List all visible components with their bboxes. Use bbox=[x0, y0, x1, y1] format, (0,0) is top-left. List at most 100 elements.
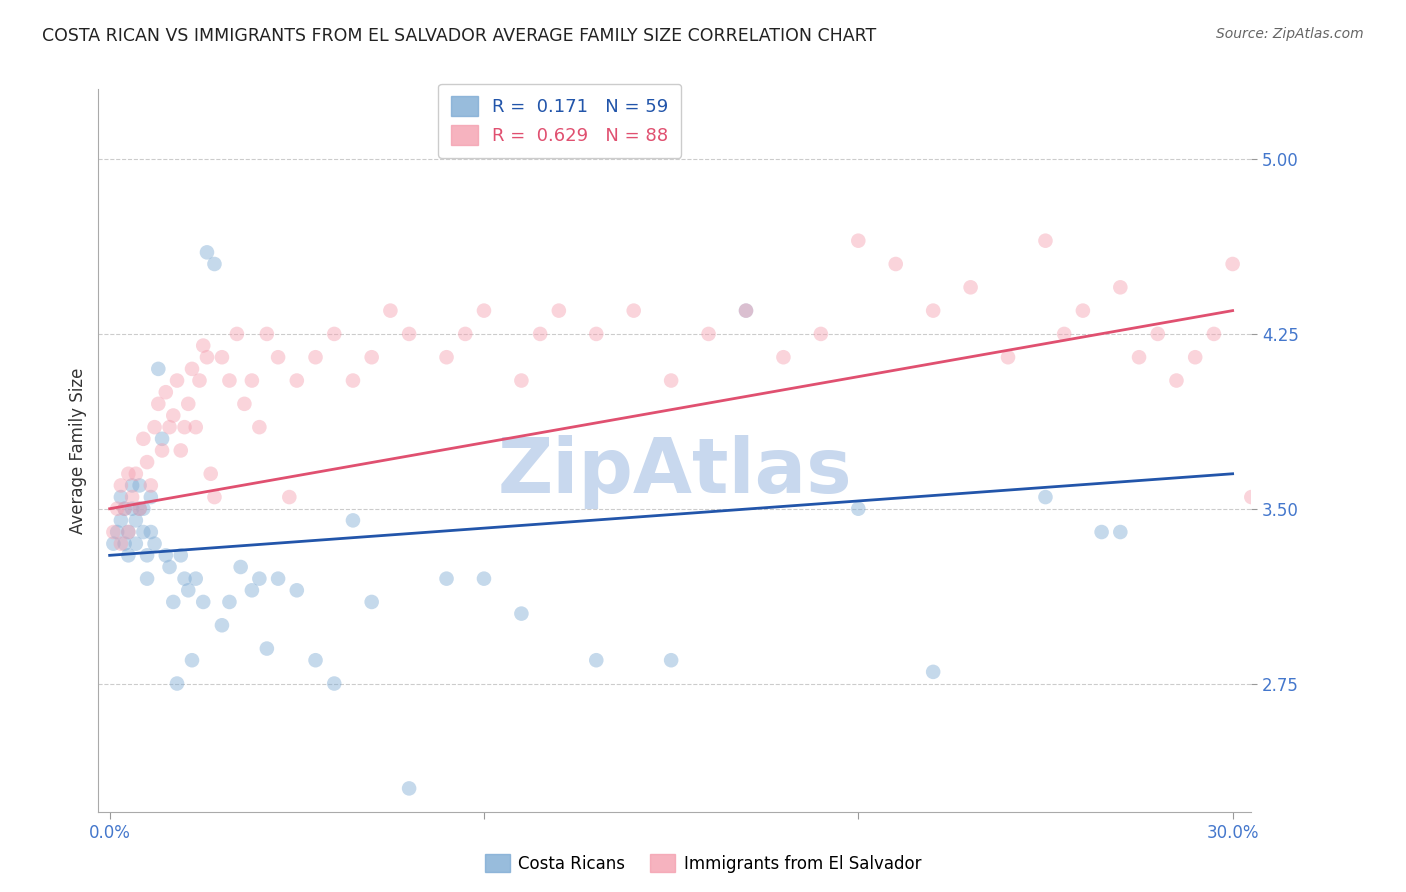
Point bbox=[846, 234, 869, 248]
Point bbox=[267, 572, 290, 586]
Text: COSTA RICAN VS IMMIGRANTS FROM EL SALVADOR AVERAGE FAMILY SIZE CORRELATION CHART: COSTA RICAN VS IMMIGRANTS FROM EL SALVAD… bbox=[42, 27, 876, 45]
Point bbox=[150, 443, 173, 458]
Point bbox=[143, 420, 166, 434]
Point bbox=[173, 572, 195, 586]
Point bbox=[1091, 524, 1114, 539]
Point bbox=[1128, 350, 1150, 364]
Point bbox=[1035, 490, 1057, 504]
Point bbox=[136, 572, 159, 586]
Point bbox=[170, 549, 193, 563]
Point bbox=[846, 501, 869, 516]
Point bbox=[159, 420, 181, 434]
Point bbox=[218, 374, 240, 388]
Point bbox=[278, 490, 301, 504]
Point bbox=[697, 326, 720, 341]
Point bbox=[184, 420, 207, 434]
Point bbox=[166, 676, 188, 690]
Point bbox=[1222, 257, 1244, 271]
Point bbox=[959, 280, 981, 294]
Point bbox=[136, 455, 159, 469]
Point bbox=[884, 257, 907, 271]
Point bbox=[139, 524, 162, 539]
Point bbox=[1278, 280, 1301, 294]
Point bbox=[125, 513, 148, 527]
Point bbox=[193, 595, 215, 609]
Point bbox=[1202, 326, 1225, 341]
Point bbox=[132, 501, 155, 516]
Point bbox=[226, 326, 249, 341]
Point bbox=[1334, 326, 1357, 341]
Point bbox=[810, 326, 832, 341]
Point bbox=[247, 420, 270, 434]
Point bbox=[510, 374, 533, 388]
Point bbox=[1296, 350, 1319, 364]
Point bbox=[510, 607, 533, 621]
Point bbox=[117, 549, 139, 563]
Point bbox=[211, 618, 233, 632]
Point bbox=[148, 397, 170, 411]
Point bbox=[155, 385, 177, 400]
Text: ZipAtlas: ZipAtlas bbox=[498, 435, 852, 509]
Point bbox=[342, 374, 364, 388]
Point bbox=[204, 257, 226, 271]
Point bbox=[170, 443, 193, 458]
Point bbox=[1109, 280, 1132, 294]
Point bbox=[659, 374, 682, 388]
Point bbox=[922, 665, 945, 679]
Point bbox=[204, 490, 226, 504]
Point bbox=[1109, 524, 1132, 539]
Point bbox=[323, 676, 346, 690]
Point bbox=[233, 397, 256, 411]
Point bbox=[1371, 280, 1393, 294]
Point bbox=[155, 549, 177, 563]
Text: Source: ZipAtlas.com: Source: ZipAtlas.com bbox=[1216, 27, 1364, 41]
Point bbox=[1315, 374, 1337, 388]
Point bbox=[436, 350, 458, 364]
Point bbox=[285, 583, 308, 598]
Point bbox=[256, 326, 278, 341]
Point bbox=[159, 560, 181, 574]
Point bbox=[148, 362, 170, 376]
Point bbox=[125, 537, 148, 551]
Point bbox=[110, 513, 132, 527]
Point bbox=[342, 513, 364, 527]
Point bbox=[139, 490, 162, 504]
Point bbox=[323, 326, 346, 341]
Legend: Costa Ricans, Immigrants from El Salvador: Costa Ricans, Immigrants from El Salvado… bbox=[478, 847, 928, 880]
Point bbox=[195, 245, 218, 260]
Point bbox=[472, 572, 495, 586]
Point bbox=[285, 374, 308, 388]
Point bbox=[922, 303, 945, 318]
Point bbox=[105, 501, 128, 516]
Point bbox=[240, 374, 263, 388]
Point bbox=[229, 560, 252, 574]
Point bbox=[1353, 490, 1375, 504]
Point bbox=[1326, 350, 1348, 364]
Point bbox=[218, 595, 240, 609]
Point bbox=[114, 501, 136, 516]
Point bbox=[1379, 303, 1402, 318]
Point bbox=[117, 467, 139, 481]
Point bbox=[1364, 303, 1386, 318]
Point bbox=[659, 653, 682, 667]
Point bbox=[121, 501, 143, 516]
Point bbox=[380, 303, 402, 318]
Point bbox=[1303, 326, 1326, 341]
Point bbox=[193, 338, 215, 352]
Y-axis label: Average Family Size: Average Family Size bbox=[69, 368, 87, 533]
Point bbox=[125, 467, 148, 481]
Point bbox=[454, 326, 477, 341]
Point bbox=[177, 397, 200, 411]
Point bbox=[547, 303, 569, 318]
Point bbox=[735, 303, 758, 318]
Point bbox=[1184, 350, 1206, 364]
Point bbox=[472, 303, 495, 318]
Point bbox=[360, 595, 382, 609]
Point bbox=[143, 537, 166, 551]
Point bbox=[267, 350, 290, 364]
Point bbox=[360, 350, 382, 364]
Point bbox=[398, 781, 420, 796]
Point bbox=[177, 583, 200, 598]
Point bbox=[128, 501, 150, 516]
Point bbox=[110, 537, 132, 551]
